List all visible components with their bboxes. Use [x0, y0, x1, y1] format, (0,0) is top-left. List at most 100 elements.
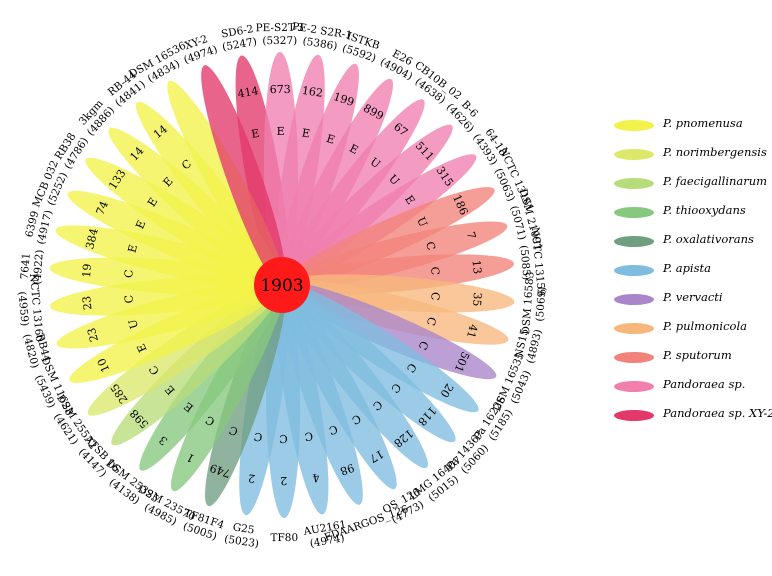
legend-swatch [614, 207, 654, 218]
species-legend: P. pnomenusa P. norimbergensis P. faecigal… [608, 112, 772, 431]
petal-category-letter: C [122, 269, 136, 278]
legend-swatch [614, 120, 654, 131]
petal-category-letter: E [301, 126, 311, 140]
strain-name: SD6-2 [220, 23, 254, 40]
petal-unique-count: 162 [301, 84, 324, 100]
strain-label: SD6-2(5247) [220, 23, 258, 54]
strain-gene-count: (5085) [517, 245, 532, 281]
petal-unique-count: 35 [470, 292, 484, 307]
petal-category-letter: C [327, 422, 339, 437]
strain-label: TF80 [270, 532, 298, 544]
petal-unique-count: 4 [311, 471, 320, 485]
petal-shape [201, 65, 287, 288]
petal-unique-count: 673 [270, 83, 291, 96]
legend-swatch [614, 381, 654, 392]
petal-category-letter: E [325, 132, 337, 147]
petal-unique-count: 23 [85, 326, 101, 343]
strain-label-layer: SD6-2(5247)PE-S2T-3(5327)PE-2 S2R-1(5386… [16, 21, 549, 551]
legend-item: P. vervacti [608, 286, 772, 315]
legend-swatch [614, 236, 654, 247]
strain-gene-count: (5023) [223, 533, 259, 550]
petal-category-letter: E [277, 125, 285, 138]
petal-unique-count: 199 [332, 90, 356, 109]
petal-unique-count: 20 [437, 381, 455, 400]
strain-name: 7641 [19, 252, 33, 280]
legend-label: P. apista [663, 261, 711, 275]
strain-gene-count: (5327) [262, 35, 297, 47]
petal-category-letter: E [126, 243, 141, 254]
legend-item: P. apista [608, 257, 772, 286]
petal-category-letter: C [428, 266, 442, 276]
legend-label: P. sputorum [663, 348, 732, 362]
legend-label: P. pnomenusa [663, 116, 743, 130]
strain-label: PE-S2T-3(5327) [255, 22, 303, 47]
legend-label: Pandoraea sp. [663, 377, 746, 391]
strain-label: G25(5023) [223, 521, 259, 550]
legend-label: P. thiooxydans [663, 203, 746, 217]
petal-unique-count: 13 [470, 259, 484, 274]
strain-name: TF80 [270, 532, 298, 544]
legend-label: P. norimbergensis [663, 145, 767, 159]
petal-category-letter: E [250, 127, 260, 141]
legend-item: P. pulmonicola [608, 315, 772, 344]
legend-swatch [614, 410, 654, 421]
strain-name: DSM 16583 [520, 271, 537, 335]
legend-item: P. oxalativorans [608, 228, 772, 257]
strain-gene-count: (4922) [31, 249, 46, 285]
strain-label: AU2161(4974) [302, 519, 348, 550]
petal-category-letter: C [303, 429, 314, 443]
legend-item: P. faecigallinarum [608, 170, 772, 199]
petal-unique-count: 41 [464, 323, 480, 340]
petal-category-letter: C [227, 423, 239, 438]
petal-category-letter: C [279, 432, 288, 445]
petal-unique-count: 7 [464, 230, 478, 240]
legend-label: P. vervacti [663, 290, 723, 304]
legend-swatch [614, 323, 654, 334]
legend-label: P. faecigallinarum [663, 174, 768, 188]
center-circle-group: 1903 [254, 257, 310, 313]
petal-unique-count: 414 [237, 84, 260, 100]
petal-category-letter: C [428, 292, 442, 301]
strain-label: ISTKB(5592) [341, 30, 382, 65]
legend-item: P. pnomenusa [608, 112, 772, 141]
legend-swatch [614, 294, 654, 305]
petal-unique-count: 10 [95, 356, 113, 374]
petal [201, 65, 287, 288]
petal-unique-count: 2 [280, 474, 287, 487]
strain-gene-count: (4959) [16, 291, 31, 327]
strain-gene-count: (5247) [221, 36, 257, 54]
center-core-count: 1903 [260, 276, 303, 296]
legend-item: P. sputorum [608, 344, 772, 373]
legend-label: P. oxalativorans [663, 232, 754, 246]
legend-swatch [614, 265, 654, 276]
petal-category-letter: C [253, 430, 263, 444]
petal-category-letter: U [126, 318, 141, 330]
strain-name: G25 [232, 521, 255, 536]
petal-unique-count: 23 [80, 295, 94, 310]
legend-swatch [614, 178, 654, 189]
strain-label: NCTC 13160(4959) [16, 273, 46, 343]
legend-item: P. norimbergensis [608, 141, 772, 170]
petal-unique-count: 74 [94, 199, 111, 217]
strain-label: DSM 16583(5069) [520, 271, 549, 335]
petal-category-letter: C [424, 316, 439, 327]
legend-swatch [614, 149, 654, 160]
legend-item: Pandoraea sp. XY-2 [608, 402, 772, 431]
legend-label: P. pulmonicola [663, 319, 747, 333]
strain-name: PE-S2T-3 [255, 22, 303, 34]
center-circle [254, 257, 310, 313]
petal-unique-count: 98 [338, 461, 356, 478]
petal-unique-count: 19 [80, 263, 94, 278]
petal-category-letter: C [122, 294, 136, 304]
strain-label: 7641(4922) [19, 249, 46, 285]
petal-unique-count: 17 [367, 447, 386, 465]
strain-label: E26(4904) [378, 48, 415, 83]
legend-item: Pandoraea sp. [608, 373, 772, 402]
legend-item: P. thiooxydans [608, 199, 772, 228]
petal-unique-count: 384 [83, 227, 101, 250]
strain-label: 6399(4917) [23, 209, 55, 246]
strain-gene-count: (5069) [534, 286, 549, 322]
petal-category-letter: C [423, 240, 438, 251]
